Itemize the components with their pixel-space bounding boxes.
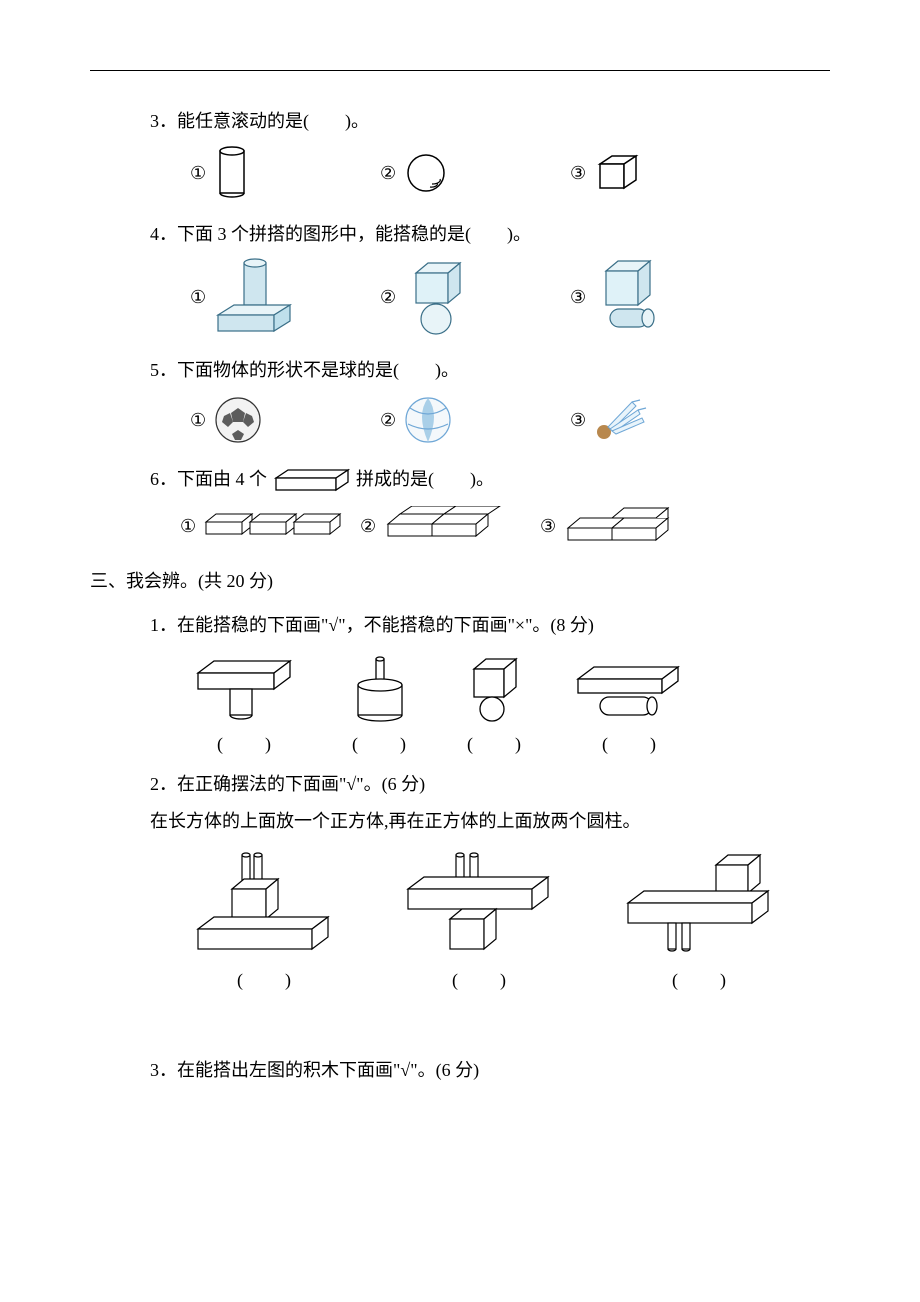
stack-c-icon <box>620 851 780 961</box>
blank: ( ) <box>467 729 523 760</box>
s3q2-desc: 在长方体的上面放一个正方体,再在正方体的上面放两个圆柱。 <box>150 806 830 837</box>
circled-3: ③ <box>570 288 586 306</box>
circled-1: ① <box>190 164 206 182</box>
four-cuboids-2x2-icon <box>382 506 512 546</box>
q4-options: ① ② ③ <box>150 257 830 337</box>
q6-options: ① ② <box>150 504 830 548</box>
cube-on-sphere-outline-icon <box>460 655 530 725</box>
stack-a-icon <box>190 851 340 961</box>
q3-options: ① ② ③ <box>150 145 830 201</box>
q6-text-before: 6．下面由 4 个 <box>150 469 267 489</box>
cylinder-icon <box>212 145 252 201</box>
cyl-on-cuboid-icon <box>212 257 298 337</box>
cuboid-inline-icon <box>272 466 352 496</box>
q3-opt-3: ③ <box>570 150 760 196</box>
question-3: 3．能任意滚动的是( )。 ① ② ③ <box>90 106 830 201</box>
circled-2: ② <box>380 288 396 306</box>
s3q2-fig-3: ( ) <box>620 851 780 996</box>
question-4: 4．下面 3 个拼搭的图形中，能搭稳的是( )。 ① ② <box>90 219 830 338</box>
q4-opt-3: ③ <box>570 257 760 337</box>
q6-text-after: 拼成的是( )。 <box>356 469 494 489</box>
thin-cyl-on-wide-cyl-icon <box>340 655 420 725</box>
s3q2-fig-2: ( ) <box>400 851 560 996</box>
cube-on-sphere-icon <box>402 257 472 337</box>
s3-q2: 2．在正确摆法的下面画"√"。(6 分) 在长方体的上面放一个正方体,再在正方体… <box>90 769 830 995</box>
question-5: 5．下面物体的形状不是球的是( )。 ① ② <box>90 355 830 446</box>
q5-opt-1: ① <box>190 394 380 446</box>
s3q1-fig-1: ( ) <box>190 655 300 760</box>
cube-icon <box>592 150 642 196</box>
cuboid-on-cyl-top-icon <box>190 655 300 725</box>
soccer-ball-icon <box>212 394 264 446</box>
beach-ball-icon <box>402 394 454 446</box>
circled-1: ① <box>190 288 206 306</box>
section-3-title: 三、我会辨。(共 20 分) <box>90 566 830 597</box>
circled-3: ③ <box>570 411 586 429</box>
circled-3: ③ <box>540 517 556 535</box>
circled-1: ① <box>190 411 206 429</box>
s3-q3: 3．在能搭出左图的积木下面画"√"。(6 分) <box>90 1055 830 1086</box>
circled-1: ① <box>180 517 196 535</box>
q4-text: 4．下面 3 个拼搭的图形中，能搭稳的是( )。 <box>150 219 830 250</box>
q6-opt-3: ③ <box>540 504 720 548</box>
s3q1-figs: ( ) ( ) ( ) <box>150 655 830 760</box>
s3-q1: 1．在能搭稳的下面画"√"，不能搭稳的下面画"×"。(8 分) ( ) <box>90 610 830 759</box>
s3q3-text: 3．在能搭出左图的积木下面画"√"。(6 分) <box>150 1055 830 1086</box>
q4-opt-1: ① <box>190 257 380 337</box>
circled-2: ② <box>380 411 396 429</box>
q3-text: 3．能任意滚动的是( )。 <box>150 106 830 137</box>
circled-2: ② <box>380 164 396 182</box>
l-shape-cuboids-icon <box>562 504 692 548</box>
s3q1-fig-4: ( ) <box>570 655 690 760</box>
cube-on-cyl-side-icon <box>592 257 666 337</box>
s3q2-fig-1: ( ) <box>190 851 340 996</box>
circled-2: ② <box>360 517 376 535</box>
shuttlecock-icon <box>592 396 648 444</box>
blank: ( ) <box>217 729 273 760</box>
q3-opt-2: ② <box>380 149 570 197</box>
stack-b-icon <box>400 851 560 961</box>
blank: ( ) <box>452 965 508 996</box>
worksheet-page: 3．能任意滚动的是( )。 ① ② ③ <box>0 0 920 1302</box>
s3q1-fig-3: ( ) <box>460 655 530 760</box>
q6-opt-2: ② <box>360 506 540 546</box>
q5-opt-2: ② <box>380 394 570 446</box>
q6-text: 6．下面由 4 个 拼成的是( )。 <box>150 464 830 496</box>
question-6: 6．下面由 4 个 拼成的是( )。 ① <box>90 464 830 548</box>
s3q2-text: 2．在正确摆法的下面画"√"。(6 分) <box>150 769 830 800</box>
s3q1-fig-2: ( ) <box>340 655 420 760</box>
s3q1-text: 1．在能搭稳的下面画"√"，不能搭稳的下面画"×"。(8 分) <box>150 610 830 641</box>
q3-opt-1: ① <box>190 145 380 201</box>
cuboid-on-side-cyl-icon <box>570 655 690 725</box>
q5-opt-3: ③ <box>570 396 760 444</box>
q6-opt-1: ① <box>180 508 360 544</box>
sphere-icon <box>402 149 450 197</box>
q5-options: ① ② ③ <box>150 394 830 446</box>
q5-text: 5．下面物体的形状不是球的是( )。 <box>150 355 830 386</box>
three-cuboids-row-icon <box>202 508 342 544</box>
blank: ( ) <box>237 965 293 996</box>
top-rule <box>90 70 830 71</box>
q4-opt-2: ② <box>380 257 570 337</box>
circled-3: ③ <box>570 164 586 182</box>
blank: ( ) <box>352 729 408 760</box>
blank: ( ) <box>672 965 728 996</box>
s3q2-figs: ( ) ( ) <box>150 851 830 996</box>
blank: ( ) <box>602 729 658 760</box>
